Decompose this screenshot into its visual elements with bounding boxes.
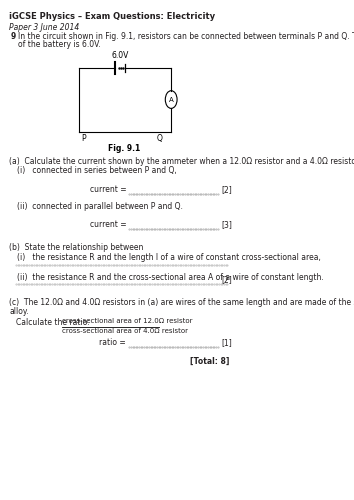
Text: [Total: 8]: [Total: 8] xyxy=(190,357,229,366)
Text: ratio =: ratio = xyxy=(99,338,129,347)
Text: P: P xyxy=(81,134,86,143)
Text: Q: Q xyxy=(157,134,162,143)
Text: cross-sectional area of 12.0Ω resistor: cross-sectional area of 12.0Ω resistor xyxy=(62,318,192,324)
Text: cross-sectional area of 4.0Ω resistor: cross-sectional area of 4.0Ω resistor xyxy=(62,328,188,334)
Text: 6.0V: 6.0V xyxy=(112,51,129,60)
Text: (i)   the resistance R and the length l of a wire of constant cross-sectional ar: (i) the resistance R and the length l of… xyxy=(17,253,321,262)
Text: iGCSE Physics – Exam Questions: Electricity: iGCSE Physics – Exam Questions: Electric… xyxy=(10,12,216,21)
Text: current =: current = xyxy=(90,185,129,194)
Text: 9: 9 xyxy=(11,32,16,40)
Text: A: A xyxy=(169,96,173,102)
Text: (b)  State the relationship between: (b) State the relationship between xyxy=(10,243,144,252)
Text: [2]: [2] xyxy=(222,185,232,194)
Text: Paper 3 June 2014: Paper 3 June 2014 xyxy=(10,23,80,32)
Text: (ii)  the resistance R and the cross-sectional area A of a wire of constant leng: (ii) the resistance R and the cross-sect… xyxy=(17,272,324,281)
Text: alloy.: alloy. xyxy=(10,307,29,316)
Text: (i)   connected in series between P and Q,: (i) connected in series between P and Q, xyxy=(17,166,177,175)
Text: current =: current = xyxy=(90,220,129,230)
Text: In the circuit shown in Fig. 9.1, resistors can be connected between terminals P: In the circuit shown in Fig. 9.1, resist… xyxy=(18,32,354,40)
Text: (c)  The 12.0Ω and 4.0Ω resistors in (a) are wires of the same length and are ma: (c) The 12.0Ω and 4.0Ω resistors in (a) … xyxy=(10,298,354,307)
Text: [3]: [3] xyxy=(222,220,233,230)
Text: (ii)  connected in parallel between P and Q.: (ii) connected in parallel between P and… xyxy=(17,202,183,211)
Text: (a)  Calculate the current shown by the ammeter when a 12.0Ω resistor and a 4.0Ω: (a) Calculate the current shown by the a… xyxy=(10,156,354,166)
Text: Fig. 9.1: Fig. 9.1 xyxy=(108,144,140,153)
Text: Calculate the ratio:: Calculate the ratio: xyxy=(16,318,92,327)
Text: of the battery is 6.0V.: of the battery is 6.0V. xyxy=(18,40,101,48)
Text: [2]: [2] xyxy=(222,276,232,284)
Text: [1]: [1] xyxy=(222,338,232,347)
